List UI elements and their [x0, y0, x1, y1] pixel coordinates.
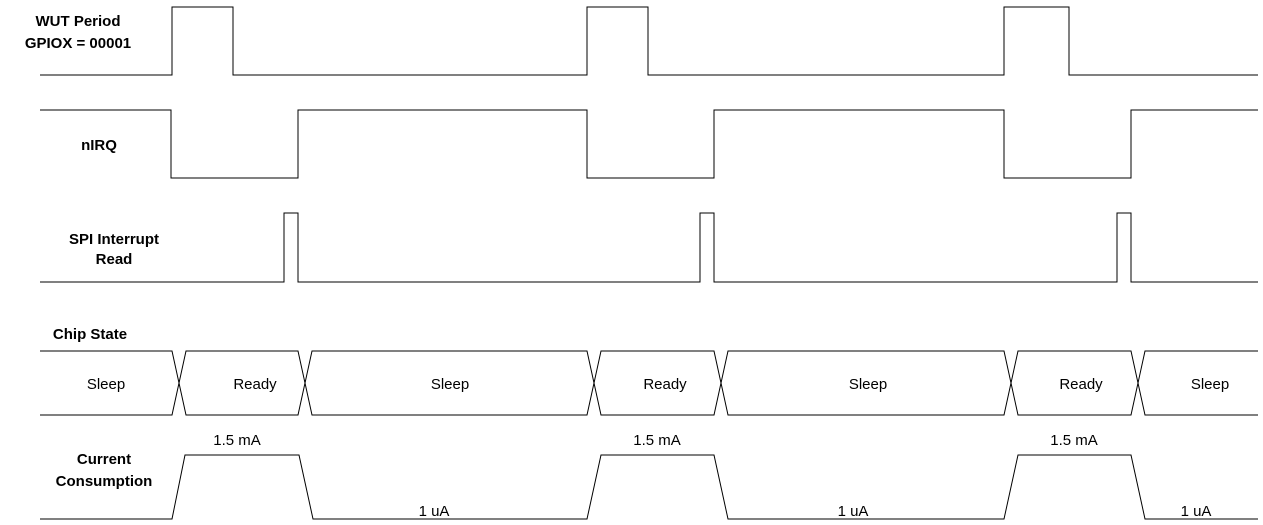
- chip-state-7: Sleep: [1191, 376, 1229, 393]
- current-high-2: 1.5 mA: [633, 432, 681, 449]
- current-label: Current: [77, 451, 131, 468]
- wut-waveform: [40, 6, 1258, 76]
- chip-state-2: Ready: [233, 376, 277, 393]
- spi-read-label: Read: [96, 251, 133, 268]
- chip-state-3: Sleep: [431, 376, 469, 393]
- spi-waveform: [40, 212, 1258, 283]
- current-high-1: 1.5 mA: [213, 432, 261, 449]
- gpiox-label: GPIOX = 00001: [25, 35, 131, 52]
- chip-state-4: Ready: [643, 376, 687, 393]
- chip-state-bus: [40, 350, 1258, 416]
- current-low-2: 1 uA: [838, 503, 869, 520]
- chip-state-1: Sleep: [87, 376, 125, 393]
- nirq-label: nIRQ: [81, 137, 117, 154]
- wut-period-label: WUT Period: [36, 13, 121, 30]
- chip-state-5: Sleep: [849, 376, 887, 393]
- consumption-label: Consumption: [56, 473, 153, 490]
- chip-state-6: Ready: [1059, 376, 1103, 393]
- current-low-3: 1 uA: [1181, 503, 1212, 520]
- chip-state-label: Chip State: [53, 326, 127, 343]
- current-low-1: 1 uA: [419, 503, 450, 520]
- nirq-waveform: [40, 109, 1258, 179]
- spi-interrupt-label: SPI Interrupt: [69, 231, 159, 248]
- current-waveform: [40, 454, 1258, 520]
- current-high-3: 1.5 mA: [1050, 432, 1098, 449]
